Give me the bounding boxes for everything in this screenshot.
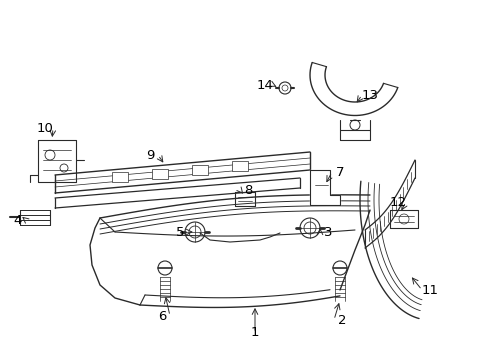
Text: 14: 14 — [256, 78, 273, 91]
Polygon shape — [364, 160, 414, 248]
FancyBboxPatch shape — [152, 168, 168, 179]
Text: 11: 11 — [421, 284, 438, 297]
Text: 2: 2 — [337, 314, 346, 327]
Text: 6: 6 — [158, 310, 166, 323]
Text: 3: 3 — [323, 225, 331, 239]
Text: 10: 10 — [37, 122, 53, 135]
FancyBboxPatch shape — [231, 161, 247, 171]
Text: 12: 12 — [389, 195, 406, 208]
Text: 1: 1 — [250, 327, 259, 339]
Text: 13: 13 — [361, 89, 378, 102]
Text: 9: 9 — [145, 149, 154, 162]
Text: 4: 4 — [14, 213, 22, 226]
Polygon shape — [309, 170, 339, 205]
Text: 8: 8 — [244, 184, 252, 197]
Text: 5: 5 — [175, 225, 184, 239]
FancyBboxPatch shape — [192, 165, 207, 175]
Text: 7: 7 — [335, 166, 344, 179]
FancyBboxPatch shape — [112, 172, 128, 182]
